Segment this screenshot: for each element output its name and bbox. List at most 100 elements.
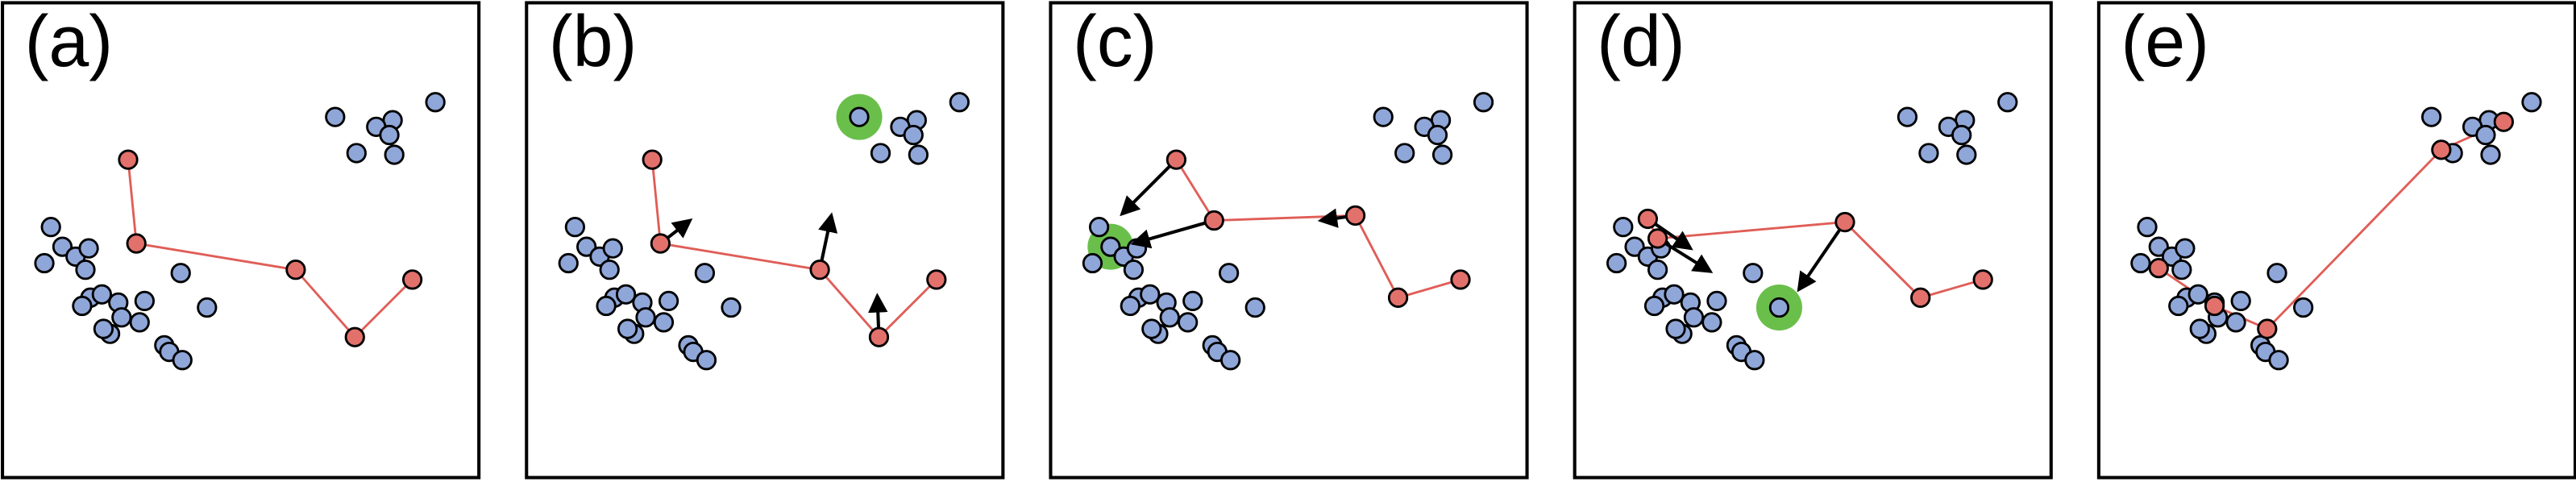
- path-node: [1344, 205, 1366, 226]
- path-edge: [135, 242, 297, 272]
- panel-label: (c): [1073, 2, 1157, 82]
- data-point: [2420, 106, 2442, 127]
- data-point: [1244, 297, 1265, 318]
- path-node: [2257, 318, 2278, 339]
- update-arrow: [1797, 221, 1847, 293]
- data-point: [1218, 263, 1240, 284]
- data-point: [1082, 252, 1103, 274]
- nodes-layer: [642, 149, 947, 347]
- path-node: [642, 149, 663, 170]
- data-point: [694, 263, 716, 284]
- data-point: [1220, 350, 1241, 371]
- data-point: [1140, 284, 1161, 305]
- data-point: [1427, 124, 1448, 146]
- data-point: [2480, 144, 2501, 165]
- path-node: [868, 326, 890, 347]
- data-point: [40, 217, 61, 238]
- data-point: [384, 144, 405, 165]
- panel-e: (e): [2096, 1, 2576, 480]
- data-point: [1613, 217, 1634, 238]
- path-node: [650, 233, 671, 254]
- data-point: [2293, 297, 2314, 318]
- data-point: [379, 124, 400, 146]
- nodes-layer: [118, 149, 423, 347]
- data-point: [75, 260, 96, 280]
- data-point: [1701, 312, 1722, 333]
- data-point: [1123, 260, 1145, 280]
- data-point: [2475, 124, 2496, 146]
- data-point: [1373, 106, 1394, 127]
- data-point: [1956, 144, 1977, 165]
- data-point: [2268, 350, 2289, 371]
- data-point: [72, 295, 93, 317]
- nodes-layer: [2148, 111, 2514, 339]
- data-point: [1431, 144, 1453, 165]
- path-edge: [127, 159, 138, 244]
- data-point: [908, 144, 929, 165]
- nodes-layer: [1637, 208, 1993, 308]
- panel-frame: [525, 1, 1005, 480]
- data-point: [949, 92, 970, 113]
- data-point: [425, 92, 446, 113]
- data-point: [1643, 295, 1665, 317]
- path-node: [1972, 269, 1993, 290]
- path-edge: [1920, 278, 1984, 299]
- data-point: [1897, 106, 1918, 127]
- path-node: [285, 260, 306, 280]
- data-point: [129, 312, 150, 333]
- data-point: [346, 143, 367, 164]
- path-node: [1450, 269, 1471, 290]
- panel-frame: [2096, 1, 2576, 480]
- data-point: [1744, 350, 1765, 371]
- data-point: [325, 106, 346, 127]
- data-point: [1141, 318, 1162, 339]
- path-node: [1387, 287, 1409, 308]
- data-point: [2137, 217, 2158, 238]
- edges-layer: [650, 159, 937, 339]
- path-node: [1203, 210, 1224, 231]
- panel-label: (d): [1597, 2, 1685, 82]
- data-point: [849, 106, 870, 127]
- path-node: [126, 233, 147, 254]
- data-point: [34, 252, 55, 274]
- path-node: [809, 260, 830, 280]
- data-point: [617, 318, 638, 339]
- path-node: [1165, 149, 1187, 170]
- data-point: [564, 217, 586, 238]
- path-node: [1910, 287, 1931, 308]
- path-node: [2148, 257, 2169, 279]
- path-edge: [878, 278, 937, 339]
- path-edge: [660, 242, 821, 272]
- data-point: [1706, 290, 1727, 312]
- data-point: [111, 307, 132, 328]
- data-point: [721, 297, 742, 318]
- data-point: [602, 238, 623, 259]
- path-node: [118, 149, 139, 170]
- edges-layer: [1175, 159, 1461, 299]
- data-point: [197, 297, 218, 318]
- data-point: [615, 284, 637, 305]
- path-edge: [1354, 214, 1399, 298]
- path-node: [401, 269, 423, 290]
- data-point: [2225, 312, 2246, 333]
- data-point: [1647, 260, 1668, 280]
- path-edge: [354, 278, 413, 339]
- path-node: [926, 269, 947, 290]
- data-point: [134, 290, 156, 312]
- data-points-layer: [558, 92, 970, 371]
- path-node: [1647, 228, 1668, 249]
- data-point: [1473, 92, 1494, 113]
- data-point: [903, 124, 924, 146]
- panel-label: (b): [549, 2, 638, 82]
- data-point: [1178, 312, 1199, 333]
- path-edge: [294, 268, 356, 339]
- path-edge: [1175, 159, 1215, 222]
- panel-a: (a): [1, 1, 481, 480]
- data-point: [2266, 263, 2287, 284]
- data-point: [78, 238, 99, 259]
- path-edge: [819, 268, 880, 339]
- data-point: [558, 252, 579, 274]
- path-node: [1637, 208, 1659, 230]
- data-point: [91, 284, 113, 305]
